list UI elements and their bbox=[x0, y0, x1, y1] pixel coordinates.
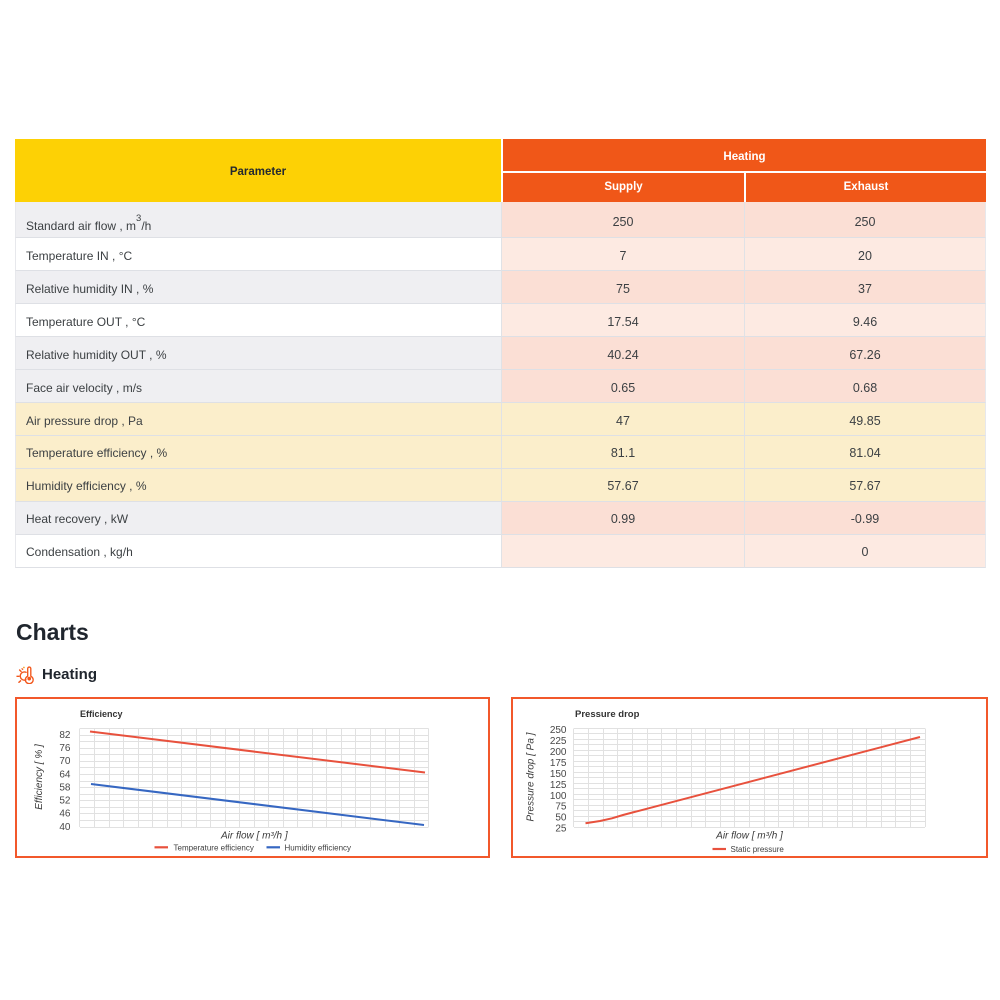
svg-text:70: 70 bbox=[59, 756, 71, 767]
svg-text:Efficiency [ % ]: Efficiency [ % ] bbox=[34, 744, 45, 810]
svg-text:46: 46 bbox=[59, 809, 71, 820]
svg-text:125: 125 bbox=[550, 780, 567, 791]
svg-text:58: 58 bbox=[59, 782, 71, 793]
svg-text:Pressure drop [ Pa ]: Pressure drop [ Pa ] bbox=[526, 732, 537, 821]
svg-text:75: 75 bbox=[555, 802, 567, 813]
svg-text:Efficiency: Efficiency bbox=[80, 709, 123, 719]
svg-text:225: 225 bbox=[550, 736, 567, 747]
svg-text:40: 40 bbox=[59, 822, 71, 833]
svg-text:25: 25 bbox=[555, 824, 567, 835]
svg-text:Air flow [ m³/h ]: Air flow [ m³/h ] bbox=[220, 831, 288, 842]
svg-text:52: 52 bbox=[59, 796, 71, 807]
svg-text:Humidity efficiency: Humidity efficiency bbox=[285, 843, 352, 852]
svg-text:Static pressure: Static pressure bbox=[731, 845, 785, 854]
svg-text:100: 100 bbox=[550, 791, 567, 802]
svg-text:175: 175 bbox=[550, 758, 567, 769]
svg-text:76: 76 bbox=[59, 743, 71, 754]
svg-text:64: 64 bbox=[59, 769, 71, 780]
svg-text:250: 250 bbox=[550, 725, 567, 736]
svg-text:50: 50 bbox=[555, 813, 567, 824]
svg-text:200: 200 bbox=[550, 747, 567, 758]
svg-text:Pressure drop: Pressure drop bbox=[575, 709, 640, 720]
svg-text:150: 150 bbox=[550, 769, 567, 780]
svg-text:82: 82 bbox=[59, 730, 71, 741]
svg-text:Air flow [ m³/h ]: Air flow [ m³/h ] bbox=[715, 831, 783, 842]
svg-text:Temperature efficiency: Temperature efficiency bbox=[174, 843, 254, 852]
